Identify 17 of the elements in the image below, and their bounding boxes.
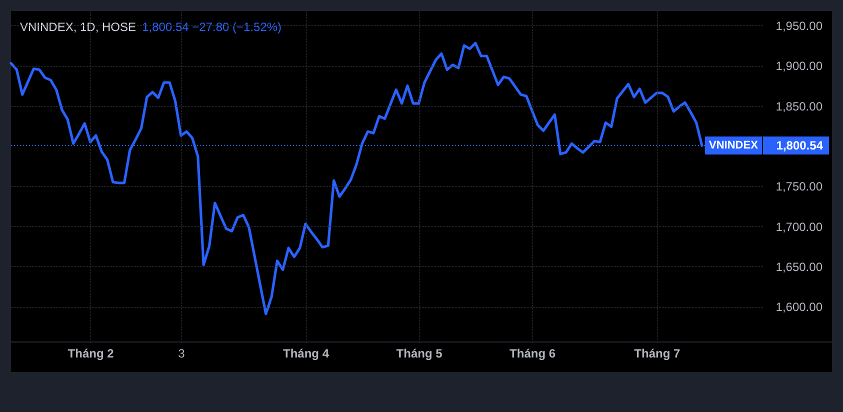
ref-line-label: 1,800.54 xyxy=(776,138,824,153)
y-tick-label: 1,600.00 xyxy=(776,300,823,314)
y-tick-label: 1,850.00 xyxy=(776,99,823,114)
text: 1,800.54 −27.80 (−1.52%) xyxy=(142,20,282,34)
text: VNINDEX, 1D, HOSE xyxy=(20,20,136,34)
y-tick-label: 1,650.00 xyxy=(776,260,823,274)
y-tick-label: 1,900.00 xyxy=(776,59,823,74)
x-tick-label: Tháng 5 xyxy=(396,346,443,360)
x-tick-label: Tháng 7 xyxy=(634,346,680,360)
x-tick-label: Tháng 6 xyxy=(510,346,556,360)
x-tick-label: Tháng 2 xyxy=(68,346,114,360)
series-label: VNINDEX xyxy=(709,140,759,152)
x-tick-label: Tháng 4 xyxy=(283,346,330,360)
x-tick-label: 3 xyxy=(178,346,186,360)
y-tick-label: 1,750.00 xyxy=(776,180,823,194)
y-tick-label: 1,700.00 xyxy=(776,220,823,234)
y-tick-label: 1,950.00 xyxy=(776,18,823,33)
